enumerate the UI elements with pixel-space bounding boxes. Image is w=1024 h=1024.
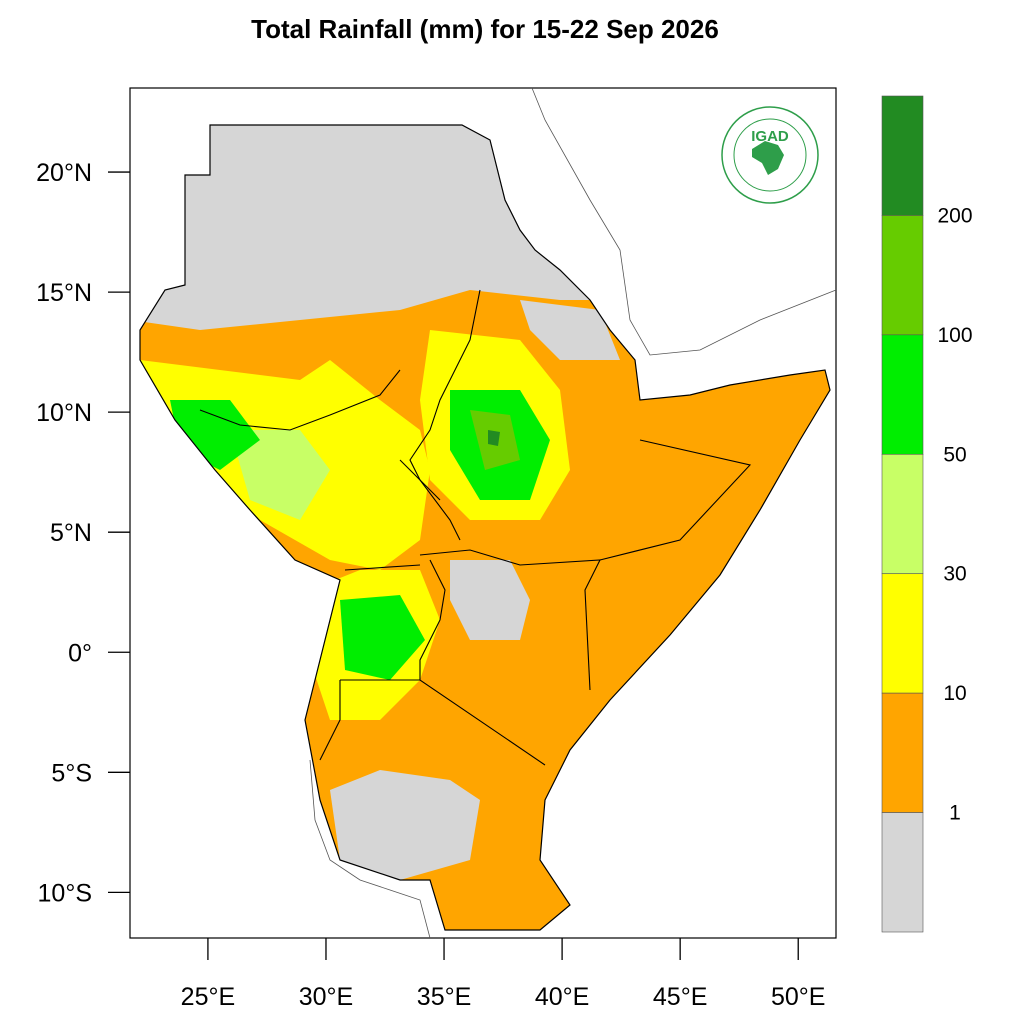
dry-zone-tanzania [330, 770, 480, 880]
legend-swatch [881, 812, 924, 933]
lon-tick-label: 35°E [417, 983, 471, 1011]
lon-tick-label: 45°E [653, 983, 707, 1011]
legend-swatch [881, 453, 924, 575]
lat-tick-label: 20°N [36, 159, 92, 187]
legend-label: 10 [943, 682, 966, 705]
legend-label: 30 [943, 563, 966, 586]
lat-tick-label: 5°S [51, 759, 92, 787]
igad-logo: IGAD [721, 106, 819, 204]
dry-zone-eritrea [520, 300, 620, 360]
legend-label: 200 [937, 204, 972, 227]
lon-tick-label: 25°E [181, 983, 235, 1011]
lon-tick-label: 40°E [535, 983, 589, 1011]
lat-tick-label: 0° [68, 639, 92, 667]
legend-label: 100 [937, 324, 972, 347]
lat-tick-label: 15°N [36, 279, 92, 307]
dry-zone-northern-kenya [450, 560, 530, 640]
rainfall-class-over-200 [488, 430, 500, 446]
rainfall-class-50-100-uganda [340, 595, 425, 680]
lon-tick-label: 50°E [771, 983, 825, 1011]
lat-tick-label: 5°N [50, 519, 92, 547]
legend-swatch [881, 573, 924, 694]
map-title: Total Rainfall (mm) for 15-22 Sep 2026 [251, 14, 719, 44]
lat-tick-label: 10°N [36, 399, 92, 427]
legend-colorbar: 200 100 50 30 10 1 [881, 95, 973, 933]
legend-swatch [881, 334, 924, 455]
country-borders [199, 289, 752, 766]
africa-shape-icon [752, 141, 784, 175]
rainfall-class-30-50 [230, 430, 330, 520]
legend-label: 50 [943, 443, 966, 466]
legend-swatch [881, 692, 924, 813]
legend-swatch [881, 215, 924, 336]
logo-text: IGAD [751, 128, 789, 145]
longitude-axis: 25°E 30°E 35°E 40°E 45°E 50°E [181, 938, 825, 1011]
legend-label: 1 [949, 802, 961, 825]
lon-tick-label: 30°E [299, 983, 353, 1011]
external-coastlines [309, 87, 837, 939]
lat-tick-label: 10°S [38, 879, 92, 907]
latitude-axis: 20°N 15°N 10°N 5°N 0° 5°S 10°S [36, 159, 130, 907]
legend-swatch [881, 95, 924, 216]
